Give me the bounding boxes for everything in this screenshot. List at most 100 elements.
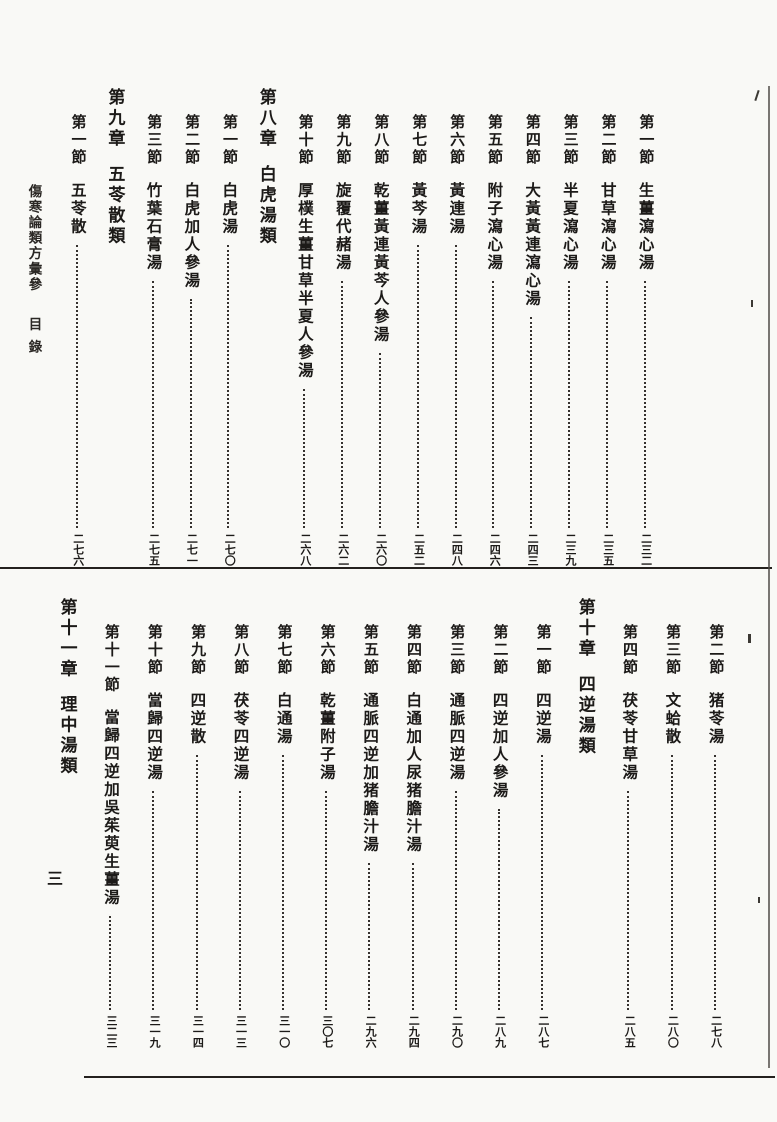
section-entry: 第四節 白通加人尿猪膽汁湯 二九四 bbox=[402, 598, 424, 1048]
entry-label: 第三節 bbox=[561, 114, 578, 167]
dotted-leader bbox=[568, 280, 571, 528]
chapter-entry: 第八章 白虎湯類 bbox=[255, 88, 277, 566]
divider-rule-bottom bbox=[84, 1076, 775, 1078]
entry-label: 第七節 bbox=[410, 114, 427, 167]
entry-label: 第九章 bbox=[105, 88, 125, 150]
divider-rule-top bbox=[0, 567, 772, 569]
section-entry: 第六節 黃連湯 二四八 bbox=[445, 88, 467, 566]
entry-page-number: 二八五 bbox=[623, 1015, 636, 1048]
section-entry: 第三節 通脈四逆湯 二九〇 bbox=[445, 598, 467, 1048]
entry-label: 第一節 bbox=[637, 114, 654, 167]
dotted-leader bbox=[454, 790, 457, 1010]
section-entry: 第八節 乾薑黃連黃芩人參湯 二六〇 bbox=[369, 88, 391, 566]
section-entry: 第二節 甘草瀉心湯 二三五 bbox=[596, 88, 618, 566]
entry-page-number: 二四三 bbox=[526, 533, 539, 566]
entry-title: 大黃黃連瀉心湯 bbox=[523, 181, 541, 308]
toc-top-block: 第一節 生薑瀉心湯 二三二 第二節 甘草瀉心湯 二三五 第三節 半夏瀉心湯 二三… bbox=[66, 88, 656, 566]
entry-label: 第六節 bbox=[318, 624, 335, 677]
dotted-leader bbox=[76, 244, 78, 528]
entry-label: 第四節 bbox=[620, 624, 637, 677]
entry-title: 旋覆代赭湯 bbox=[333, 181, 351, 272]
section-entry: 第七節 黃芩湯 二五二 bbox=[407, 88, 429, 566]
entry-page-number: 二九六 bbox=[364, 1015, 377, 1048]
entry-label: 第一節 bbox=[69, 114, 86, 167]
dotted-leader bbox=[189, 298, 192, 528]
entry-page-number: 二八七 bbox=[536, 1015, 549, 1048]
entry-page-number: 三〇七 bbox=[320, 1015, 333, 1048]
entry-title: 甘草瀉心湯 bbox=[598, 181, 616, 272]
dotted-leader bbox=[341, 280, 344, 528]
section-entry: 第七節 白通湯 三一〇 bbox=[272, 598, 294, 1048]
entry-title: 四逆加人參湯 bbox=[490, 691, 508, 800]
entry-label: 第十節 bbox=[145, 624, 162, 677]
section-entry: 第十一節 當歸四逆加吳茱萸生薑湯 三二三 bbox=[99, 598, 121, 1048]
entry-page-number: 二六二 bbox=[336, 533, 349, 566]
entry-title: 白通湯 bbox=[274, 691, 292, 746]
dotted-leader bbox=[195, 754, 198, 1010]
entry-label: 第四節 bbox=[405, 624, 421, 677]
section-entry: 第十節 當歸四逆湯 三一九 bbox=[142, 598, 164, 1048]
entry-title: 當歸四逆加吳茱萸生薑湯 bbox=[101, 709, 119, 907]
entry-label: 第一節 bbox=[220, 114, 237, 167]
dotted-leader bbox=[151, 280, 154, 528]
dotted-leader bbox=[109, 916, 112, 1010]
dotted-leader bbox=[497, 808, 500, 1010]
entry-label: 第五節 bbox=[361, 624, 378, 677]
entry-label: 第二節 bbox=[599, 114, 616, 167]
entry-title: 黃連湯 bbox=[447, 181, 465, 236]
chapter-entry: 第十一章 理中湯類 bbox=[56, 598, 78, 1048]
entry-label: 第九節 bbox=[334, 114, 351, 167]
entry-title: 白虎湯 bbox=[220, 181, 238, 236]
entry-page-number: 二七一 bbox=[185, 533, 198, 566]
entry-title: 半夏瀉心湯 bbox=[560, 181, 578, 272]
section-entry: 第六節 乾薑附子湯 三〇七 bbox=[315, 598, 337, 1048]
chapter-entry: 第九章 五苓散類 bbox=[104, 88, 126, 566]
dotted-leader bbox=[368, 862, 371, 1010]
entry-title: 四逆散 bbox=[188, 691, 206, 746]
section-entry: 第八節 茯苓四逆湯 三一三 bbox=[229, 598, 251, 1048]
entry-label: 第八節 bbox=[232, 624, 249, 677]
section-entry: 第十節 厚樸生薑甘草半夏人參湯 二六八 bbox=[293, 88, 315, 566]
section-entry: 第九節 旋覆代赭湯 二六二 bbox=[331, 88, 353, 566]
entry-label: 第三節 bbox=[448, 624, 465, 677]
entry-page-number: 二八九 bbox=[493, 1015, 506, 1048]
dotted-leader bbox=[713, 754, 716, 1010]
entry-label: 第十章 bbox=[575, 598, 595, 660]
dotted-leader bbox=[378, 352, 381, 528]
entry-title: 乾薑黃連黃芩人參湯 bbox=[371, 181, 389, 344]
entry-title: 猪苓湯 bbox=[706, 691, 724, 746]
dotted-leader bbox=[303, 388, 306, 528]
entry-page-number: 三一〇 bbox=[277, 1015, 290, 1048]
section-entry: 第九節 四逆散 三一四 bbox=[186, 598, 208, 1048]
dotted-leader bbox=[411, 862, 414, 1010]
page-folio: 三 bbox=[44, 870, 61, 888]
entry-title: 五苓散類 bbox=[105, 164, 125, 247]
entry-title: 生薑瀉心湯 bbox=[636, 181, 654, 272]
entry-page-number: 二三二 bbox=[639, 533, 652, 566]
dotted-leader bbox=[227, 244, 230, 528]
entry-page-number: 三一三 bbox=[234, 1015, 247, 1048]
entry-label: 第二節 bbox=[183, 114, 200, 167]
entry-page-number: 三二三 bbox=[104, 1015, 117, 1048]
entry-page-number: 三一四 bbox=[191, 1015, 204, 1048]
section-entry: 第一節 五苓散 二七六 bbox=[66, 88, 88, 566]
entry-page-number: 二七八 bbox=[709, 1015, 722, 1048]
entry-title: 黃芩湯 bbox=[409, 181, 427, 236]
entry-page-number: 二七六 bbox=[71, 533, 84, 566]
entry-title: 附子瀉心湯 bbox=[485, 181, 503, 272]
entry-page-number: 二七五 bbox=[147, 533, 160, 566]
entry-label: 第九節 bbox=[189, 624, 206, 677]
section-entry: 第一節 生薑瀉心湯 二三二 bbox=[634, 88, 656, 566]
margin-title: 傷寒論類方彙參 目錄 bbox=[27, 184, 42, 362]
entry-title: 厚樸生薑甘草半夏人參湯 bbox=[295, 181, 313, 380]
scan-artifact bbox=[758, 897, 760, 903]
entry-title: 五苓散 bbox=[68, 181, 86, 236]
entry-title: 茯苓四逆湯 bbox=[231, 691, 249, 782]
dotted-leader bbox=[281, 754, 284, 1010]
scan-artifact bbox=[754, 89, 760, 102]
entry-title: 白通加人尿猪膽汁湯 bbox=[404, 691, 422, 854]
dotted-leader bbox=[416, 244, 419, 528]
entry-page-number: 三一九 bbox=[148, 1015, 161, 1048]
entry-page-number: 二三五 bbox=[601, 533, 614, 566]
dotted-leader bbox=[325, 790, 328, 1010]
